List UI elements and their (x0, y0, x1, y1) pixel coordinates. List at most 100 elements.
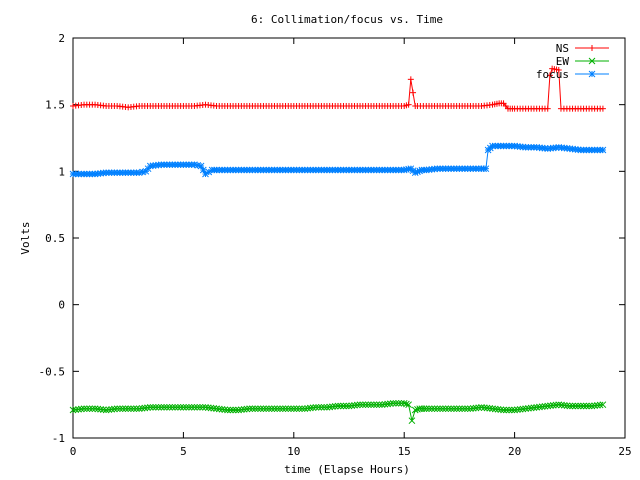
data-point-ew (122, 405, 129, 413)
data-point-ns (546, 72, 553, 79)
series-focus (69, 142, 607, 178)
data-point-ew (334, 402, 342, 410)
data-point-ew (591, 402, 598, 410)
data-point-ew (100, 406, 107, 414)
data-point-ew (249, 405, 256, 413)
data-point-ew (442, 405, 449, 413)
data-point-ew (169, 403, 176, 411)
data-point-ew (547, 402, 554, 410)
data-point-ew (491, 405, 499, 413)
data-point-ew (273, 405, 281, 413)
data-point-ew (268, 405, 276, 413)
data-point-ew (500, 406, 507, 414)
data-point-ew (155, 403, 162, 411)
data-point-ew (226, 406, 234, 414)
legend-marker-ns (589, 45, 595, 51)
data-point-ew (533, 403, 541, 411)
data-point-ew (428, 405, 436, 413)
data-point-ew (580, 402, 587, 410)
data-point-ew (577, 402, 585, 410)
data-point-ew (395, 399, 403, 407)
data-point-ew (257, 405, 265, 413)
data-point-ew (450, 405, 458, 413)
data-point-ew (420, 405, 428, 413)
y-tick-label: -1 (52, 432, 65, 445)
data-point-ew (502, 406, 510, 414)
data-point-ew (563, 402, 571, 410)
data-point-ew (133, 405, 140, 413)
data-point-ew (80, 405, 88, 413)
data-point-ew (342, 402, 350, 410)
data-point-ew (276, 405, 284, 413)
data-point-ns (544, 105, 551, 112)
x-tick-label: 10 (287, 445, 300, 458)
data-point-ew (295, 405, 303, 413)
data-point-ew (525, 404, 532, 412)
data-point-ew (188, 403, 196, 411)
data-point-ew (566, 402, 574, 410)
data-point-ew (549, 401, 557, 409)
data-point-focus (482, 165, 490, 173)
data-point-ew (307, 404, 314, 412)
data-point-ew (447, 405, 455, 413)
data-point-ew (282, 405, 289, 413)
data-point-ew (75, 405, 82, 413)
data-point-ew (279, 405, 287, 413)
data-point-ew (588, 402, 596, 410)
data-point-ew (251, 405, 259, 413)
data-point-ew (400, 399, 408, 407)
data-point-ew (97, 405, 104, 413)
legend-item-focus: focus (536, 68, 609, 81)
legend-label-ns: NS (556, 42, 569, 55)
data-point-ew (224, 406, 231, 414)
data-point-ew (351, 401, 358, 409)
data-point-ew (94, 405, 102, 413)
data-point-ns (405, 101, 412, 108)
data-point-ew (544, 402, 552, 410)
data-point-ew (160, 403, 168, 411)
data-point-ew (235, 406, 242, 414)
data-point-ew (146, 403, 154, 411)
data-point-ew (88, 405, 96, 413)
data-point-ew (72, 406, 80, 414)
data-point-ew (425, 405, 433, 413)
data-point-ew (486, 404, 494, 412)
data-point-ew (574, 402, 582, 410)
data-point-ew (116, 405, 124, 413)
data-point-ew (284, 405, 292, 413)
data-point-ew (516, 405, 524, 413)
data-point-ew (191, 403, 198, 411)
data-point-ew (345, 402, 353, 410)
data-point-ew (433, 405, 441, 413)
data-point-ns (410, 89, 417, 96)
data-point-ew (149, 403, 157, 411)
data-point-ew (370, 401, 378, 409)
data-point-ew (456, 405, 463, 413)
data-point-ew (505, 406, 513, 414)
data-point-ew (359, 401, 367, 409)
data-point-ew (243, 405, 251, 413)
data-point-ew (514, 406, 521, 414)
series-ew (69, 399, 607, 425)
data-point-ew (422, 405, 430, 413)
data-point-ew (445, 405, 452, 413)
data-point-ew (108, 405, 115, 413)
data-point-ew (348, 402, 356, 410)
data-point-ew (124, 405, 132, 413)
data-point-ew (152, 403, 160, 411)
y-tick-label: -0.5 (39, 365, 66, 378)
data-point-ew (144, 404, 151, 412)
data-point-ew (287, 405, 295, 413)
data-point-ew (367, 401, 375, 409)
plot-frame (72, 37, 626, 439)
data-point-ew (138, 404, 146, 412)
data-point-ew (130, 405, 138, 413)
data-point-ew (260, 405, 267, 413)
data-point-ew (494, 405, 502, 413)
data-point-ew (411, 406, 419, 414)
y-axis-label: Volts (19, 221, 32, 254)
legend-marker-ew (588, 57, 596, 65)
data-point-ew (318, 403, 325, 411)
series-line-ns (72, 68, 603, 110)
series-layer (69, 65, 607, 425)
